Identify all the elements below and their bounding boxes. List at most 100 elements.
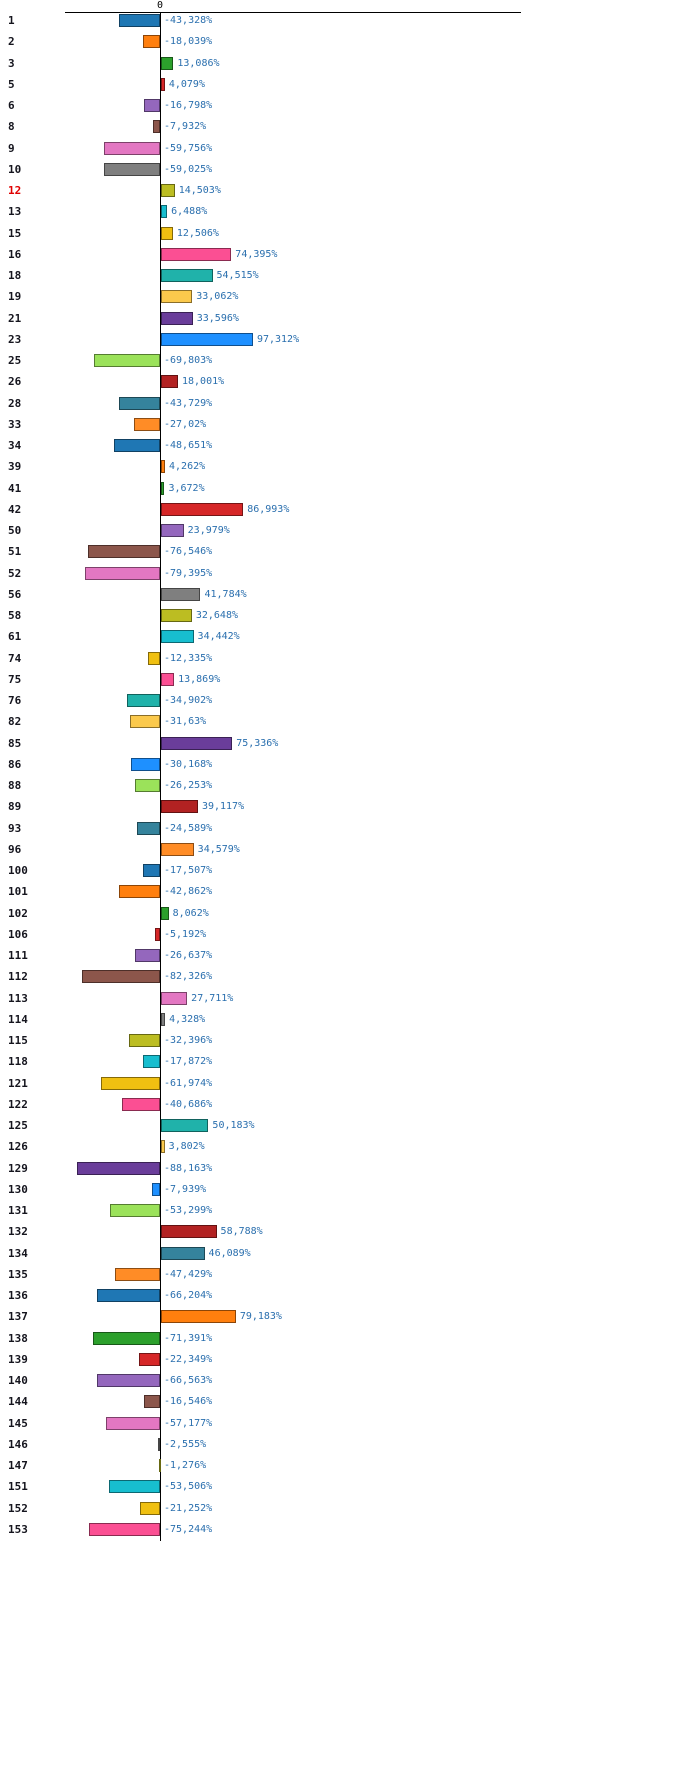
bar [161, 672, 175, 686]
value-label: -22,349% [164, 1353, 213, 1365]
value-label: -47,429% [164, 1268, 213, 1280]
bar [143, 864, 160, 877]
category-label: 34 [8, 439, 22, 452]
category-label: 125 [8, 1119, 28, 1132]
category-label: 28 [8, 396, 22, 410]
value-label: 34,579% [197, 843, 240, 855]
bar [161, 587, 201, 601]
value-label: 4,079% [168, 78, 205, 90]
value-label: 39,117% [201, 801, 245, 813]
value-label: 54,515% [216, 270, 259, 281]
bar [161, 226, 173, 240]
category-label: 122 [8, 1097, 28, 1111]
bar [135, 779, 160, 792]
value-label: 50,183% [212, 1120, 255, 1131]
value-label: -17,872% [164, 1056, 213, 1068]
bar [119, 14, 160, 27]
bar [139, 1501, 160, 1515]
value-label: -40,686% [164, 1098, 213, 1110]
category-label: 75 [8, 672, 22, 686]
category-label: 21 [8, 311, 22, 325]
bar [134, 417, 160, 431]
category-label: 1 [8, 14, 15, 27]
value-label: -17,507% [164, 865, 213, 876]
category-label: 111 [8, 949, 28, 962]
category-label: 112 [8, 970, 28, 984]
category-label: 8 [8, 120, 15, 134]
category-label: 134 [8, 1246, 28, 1260]
category-label: 19 [8, 290, 22, 304]
value-label: 18,001% [182, 376, 225, 388]
category-label: 93 [8, 821, 22, 835]
value-label: 41,784% [204, 588, 247, 600]
value-label: 14,503% [178, 185, 221, 196]
category-label: 25 [8, 354, 22, 367]
bar [161, 375, 178, 389]
category-label: 145 [8, 1416, 28, 1430]
value-label: -59,756% [164, 142, 213, 154]
value-label: 13,086% [177, 57, 220, 69]
bar [161, 77, 165, 91]
category-label: 10 [8, 162, 22, 176]
category-label: 106 [8, 927, 28, 941]
bar [109, 1480, 160, 1494]
category-label: 131 [8, 1204, 28, 1217]
value-label: 3,802% [168, 1141, 205, 1153]
value-label: -7,932% [164, 121, 207, 133]
value-label: 3,672% [168, 482, 205, 494]
value-label: -12,335% [164, 652, 213, 664]
category-label: 50 [8, 524, 22, 537]
category-label: 147 [8, 1459, 28, 1472]
value-label: -18,039% [164, 36, 213, 48]
category-label: 153 [8, 1522, 28, 1536]
bar [161, 609, 192, 622]
category-label: 12 [8, 184, 22, 197]
bar [92, 1331, 160, 1345]
category-label: 52 [8, 566, 22, 580]
value-label: -5,192% [164, 928, 207, 940]
value-label: -42,862% [164, 886, 213, 898]
category-label: 115 [8, 1034, 28, 1047]
bar [97, 1289, 160, 1302]
bar [161, 1140, 165, 1154]
category-label: 86 [8, 757, 22, 771]
category-label: 58 [8, 609, 22, 622]
value-label: -59,025% [164, 163, 213, 175]
value-label: -7,939% [164, 1183, 207, 1195]
bar [144, 99, 160, 112]
value-label: -2,555% [164, 1438, 207, 1450]
category-label: 2 [8, 35, 15, 49]
bar [161, 906, 169, 920]
category-label: 13 [8, 205, 22, 219]
bar [76, 1161, 160, 1175]
value-label: -26,637% [164, 950, 213, 961]
value-label: -79,395% [164, 567, 213, 579]
top-axis-line [65, 12, 521, 13]
category-label: 6 [8, 99, 15, 112]
bar [142, 35, 160, 49]
bar [84, 566, 160, 580]
bar [161, 184, 175, 197]
bar [129, 1034, 160, 1047]
category-label: 138 [8, 1331, 28, 1345]
axis-zero-tick-label: 0 [156, 0, 164, 11]
bar [115, 1267, 160, 1281]
category-label: 137 [8, 1310, 28, 1324]
bar [94, 354, 160, 367]
value-label: -76,546% [164, 546, 213, 558]
bar [161, 524, 184, 537]
bar [119, 885, 160, 899]
bar [161, 1225, 217, 1239]
category-label: 102 [8, 906, 28, 920]
value-label: 86,993% [247, 503, 290, 515]
value-label: -57,177% [164, 1417, 213, 1429]
category-label: 136 [8, 1289, 28, 1302]
category-label: 18 [8, 269, 22, 282]
category-label: 39 [8, 460, 22, 474]
bar [161, 481, 165, 495]
category-label: 3 [8, 56, 15, 70]
value-label: 58,788% [220, 1226, 263, 1238]
zero-baseline [160, 12, 161, 1541]
